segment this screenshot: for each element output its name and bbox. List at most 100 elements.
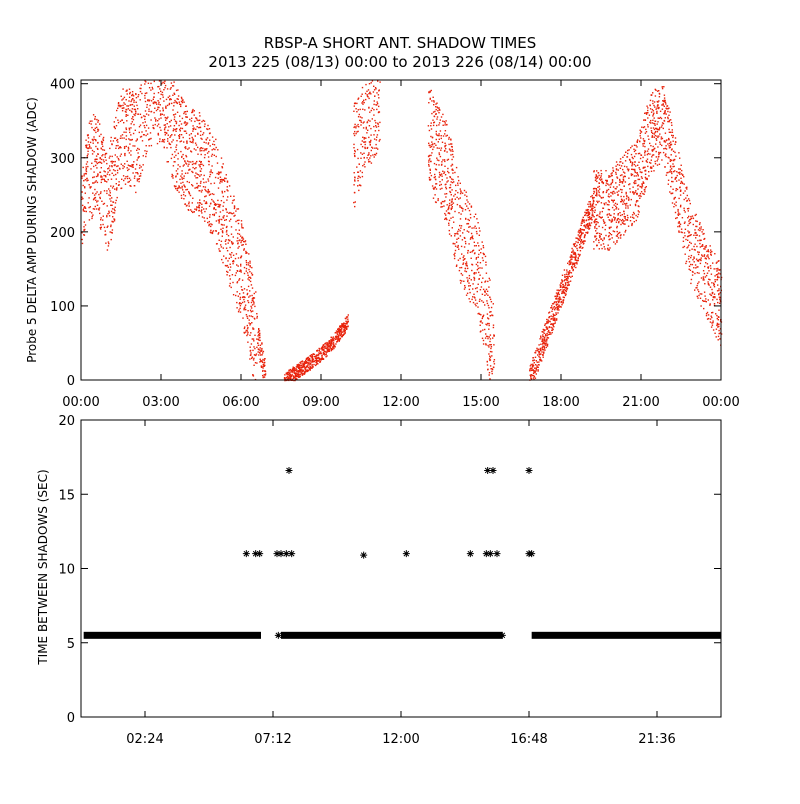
amplitude-point [663,86,665,88]
amplitude-point [164,131,167,134]
amplitude-point [300,369,302,372]
amplitude-point [243,266,246,269]
amplitude-point [138,180,140,183]
amplitude-point [617,217,620,220]
amplitude-point [153,80,155,83]
amplitude-point [619,158,622,160]
amplitude-point [184,130,187,132]
amplitude-point [357,157,359,160]
amplitude-point [576,261,578,264]
amplitude-point [667,183,669,185]
amplitude-point [172,128,175,130]
amplitude-point [114,209,116,212]
amplitude-point [182,193,185,196]
amplitude-point [437,141,439,143]
amplitude-point [87,134,89,136]
amplitude-point [442,124,444,126]
amplitude-point [640,154,643,156]
amplitude-point [162,94,164,96]
amplitude-point [621,222,624,224]
amplitude-point [448,202,451,205]
amplitude-point [570,254,572,256]
amplitude-point [553,306,555,308]
amplitude-point [702,277,705,280]
amplitude-point [238,279,240,281]
amplitude-point [694,264,697,266]
amplitude-point [211,153,214,156]
amplitude-point [222,178,225,181]
amplitude-point [313,355,316,358]
amplitude-point [249,324,251,326]
amplitude-point [104,180,106,182]
amplitude-point [479,274,481,276]
amplitude-point [359,116,362,118]
amplitude-point [329,345,331,347]
amplitude-point [131,108,134,110]
amplitude-point [192,130,194,132]
amplitude-point [191,210,193,213]
amplitude-point [704,265,706,268]
amplitude-point [167,129,169,132]
amplitude-point [463,258,465,260]
amplitude-point [645,113,648,115]
amplitude-point [555,312,557,314]
amplitude-point [578,239,581,241]
amplitude-point [616,240,618,242]
amplitude-point [604,224,607,226]
amplitude-point [657,146,659,148]
amplitude-point [665,103,667,105]
amplitude-point [475,305,477,307]
amplitude-point [368,161,370,163]
amplitude-point [709,245,711,247]
amplitude-point [247,278,249,280]
amplitude-point [245,243,247,245]
amplitude-point [478,234,480,236]
amplitude-point [239,302,241,304]
amplitude-point [185,162,187,164]
amplitude-point [633,182,635,184]
amplitude-point [182,158,185,160]
amplitude-point [481,322,484,324]
amplitude-point [306,370,309,373]
amplitude-point [192,141,194,144]
amplitude-point [447,180,449,182]
amplitude-point [436,102,438,104]
amplitude-point [696,225,698,228]
amplitude-point [296,365,298,367]
amplitude-point [552,324,554,327]
amplitude-point [118,159,120,161]
amplitude-point [259,358,261,360]
amplitude-point [211,149,213,151]
amplitude-point [672,188,674,190]
amplitude-point [547,320,549,323]
amplitude-point [469,213,472,216]
amplitude-point [313,360,316,363]
amplitude-point [144,110,147,112]
amplitude-point [457,246,459,248]
amplitude-point [469,238,472,240]
amplitude-point [585,227,587,229]
amplitude-point [607,200,610,202]
amplitude-point [457,233,459,235]
amplitude-point [259,339,261,342]
amplitude-point [533,376,536,378]
amplitude-point [300,371,302,374]
amplitude-point [581,218,584,221]
amplitude-point [457,259,460,261]
amplitude-point [170,119,172,122]
amplitude-point [479,230,481,232]
amplitude-point [119,168,121,170]
amplitude-point [635,175,637,177]
amplitude-point [133,177,136,179]
amplitude-point [175,187,177,190]
amplitude-point [322,345,325,347]
amplitude-point [709,293,711,295]
amplitude-point [239,311,242,313]
amplitude-point [434,194,436,196]
amplitude-point [126,90,128,92]
amplitude-point [370,127,372,130]
amplitude-point [81,232,83,234]
amplitude-point [585,212,588,214]
amplitude-point [84,172,87,175]
amplitude-point [461,207,463,209]
